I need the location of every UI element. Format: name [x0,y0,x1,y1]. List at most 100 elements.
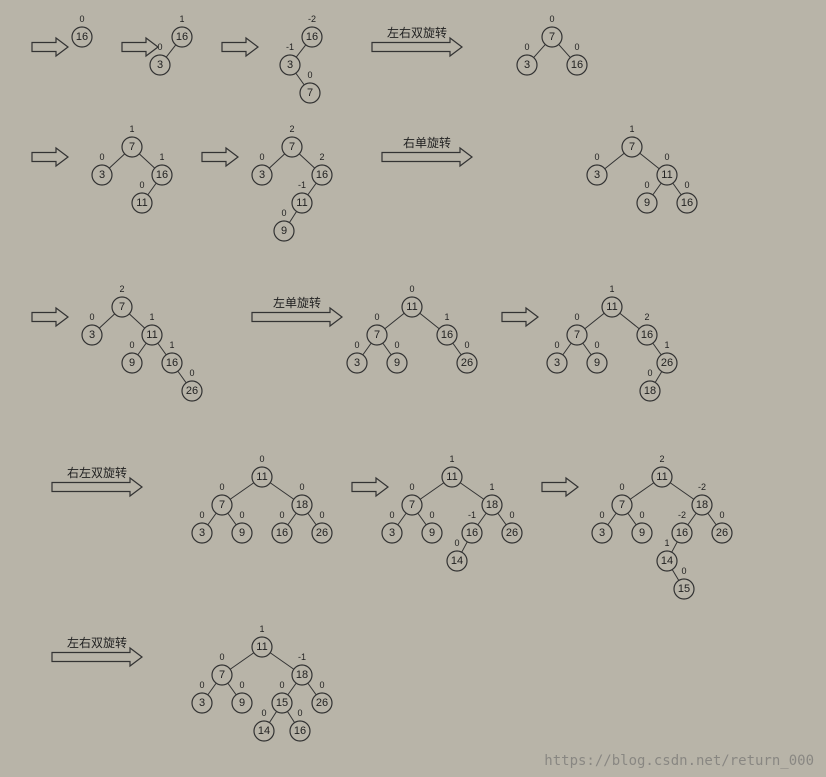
node-value: 18 [644,385,656,397]
node-value: 3 [594,169,600,181]
balance-factor: 1 [259,624,264,634]
balance-factor: 2 [659,454,664,464]
balance-factor: 0 [594,340,599,350]
balance-factor: 0 [549,14,554,24]
balance-factor: 0 [429,510,434,520]
balance-factor: 0 [681,566,686,576]
balance-factor: 1 [629,124,634,134]
balance-factor: 2 [319,152,324,162]
balance-factor: 0 [259,454,264,464]
balance-factor: 1 [179,14,184,24]
node-value: 3 [199,527,205,539]
tree: 110701803090160260 [192,454,332,543]
balance-factor: 0 [79,14,84,24]
balance-factor: 0 [664,152,669,162]
balance-factor: 0 [129,340,134,350]
node-value: 18 [696,499,708,511]
balance-factor: 0 [647,368,652,378]
arrow-label: 左右双旋转 [67,635,127,650]
balance-factor: 0 [239,680,244,690]
tree: 110701613090260 [347,284,477,373]
node-value: 3 [287,59,293,71]
balance-factor: 0 [199,510,204,520]
node-value: 3 [389,527,395,539]
node-value: 7 [574,329,580,341]
node-value: 26 [716,527,728,539]
node-value: 16 [306,31,318,43]
node-value: 7 [374,329,380,341]
node-value: 14 [661,555,673,567]
node-value: 11 [446,471,457,483]
node-value: 14 [258,725,270,737]
arrow: 右单旋转 [382,135,472,166]
node-value: 16 [316,169,328,181]
arrow [32,308,68,326]
balance-factor: 0 [409,482,414,492]
node-value: 9 [239,697,245,709]
tree: 7030160 [517,14,587,75]
arrow-label: 左右双旋转 [387,25,447,40]
node-value: 16 [276,527,288,539]
node-value: 18 [296,499,308,511]
node-value: 11 [146,329,157,341]
watermark-text: https://blog.csdn.net/return_000 [544,753,814,769]
arrow: 左右双旋转 [52,635,142,666]
node-value: 11 [256,641,267,653]
balance-factor: 0 [509,510,514,520]
balance-factor: 1 [449,454,454,464]
balance-factor: 0 [259,152,264,162]
balance-factor: 0 [299,482,304,492]
node-value: 11 [661,169,672,181]
arrow [542,478,578,496]
balance-factor: 2 [644,312,649,322]
balance-factor: 1 [664,340,669,350]
balance-factor: 0 [219,482,224,492]
balance-factor: 0 [157,42,162,52]
balance-factor: 0 [281,208,286,218]
balance-factor: 0 [239,510,244,520]
balance-factor: 0 [374,312,379,322]
arrow [502,308,538,326]
node-value: 7 [629,141,635,153]
node-value: 3 [599,527,605,539]
avl-rotation-diagram: 1601613016-23-170左右双旋转703016071301611107… [12,12,814,765]
tree: 16130 [150,14,192,75]
node-value: 26 [661,357,673,369]
balance-factor: -1 [468,510,476,520]
balance-factor: 0 [99,152,104,162]
balance-factor: 0 [574,42,579,52]
arrow [222,38,258,56]
node-value: 9 [429,527,435,539]
node-value: 26 [506,527,518,539]
node-value: 7 [549,31,555,43]
node-value: 7 [307,87,313,99]
balance-factor: 1 [444,312,449,322]
node-value: 3 [89,329,95,341]
balance-factor: 1 [129,124,134,134]
node-value: 16 [466,527,478,539]
node-value: 16 [676,527,688,539]
node-value: 16 [294,725,306,737]
node-value: 7 [119,301,125,313]
node-value: 11 [606,301,617,313]
balance-factor: 0 [409,284,414,294]
node-value: 9 [129,357,135,369]
node-value: 3 [354,357,360,369]
node-value: 15 [678,583,690,595]
arrow: 左单旋转 [252,295,342,326]
tree: 16-23-170 [280,14,322,103]
balance-factor: 0 [297,708,302,718]
balance-factor: 0 [279,680,284,690]
tree: 160 [72,14,92,47]
balance-factor: 0 [644,180,649,190]
balance-factor: 0 [524,42,529,52]
node-value: 9 [639,527,645,539]
balance-factor: 1 [609,284,614,294]
tree: 11170181309016-1260140 [382,454,522,571]
node-value: 14 [451,555,463,567]
balance-factor: 0 [319,680,324,690]
tree: 1127018-2309016-2260141150 [592,454,732,599]
arrow [202,148,238,166]
balance-factor: -1 [298,180,306,190]
node-value: 3 [99,169,105,181]
